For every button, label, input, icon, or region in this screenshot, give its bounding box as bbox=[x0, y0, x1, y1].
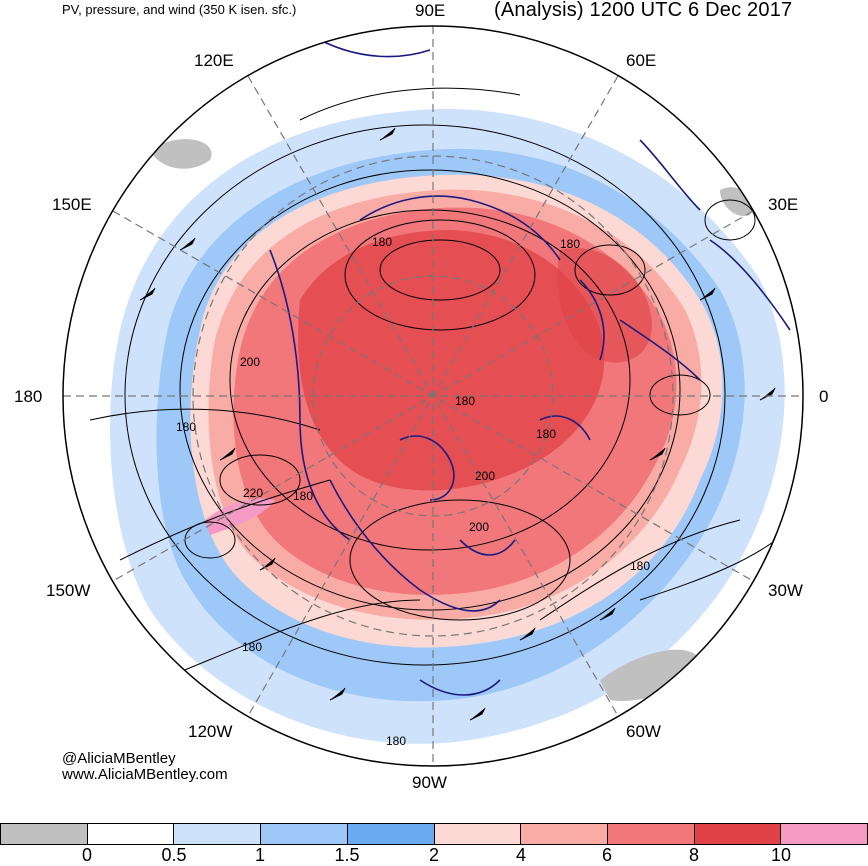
valid-time-title: (Analysis) 1200 UTC 6 Dec 2017 bbox=[494, 0, 793, 21]
contour-label: 180 bbox=[386, 734, 406, 748]
colorbar-segment bbox=[433, 823, 521, 845]
colorbar-segment bbox=[173, 823, 261, 845]
colorbar-segment bbox=[260, 823, 347, 845]
colorbar-segment bbox=[520, 823, 607, 845]
colorbar-segment bbox=[693, 823, 781, 845]
colorbar-segment bbox=[780, 823, 868, 845]
colorbar-label: 1.5 bbox=[334, 845, 360, 865]
colorbar-label: 8 bbox=[688, 845, 700, 865]
credit-website: www.AliciaMBentley.com bbox=[62, 766, 228, 783]
lon-label-30w: 30W bbox=[768, 581, 803, 600]
product-title: PV, pressure, and wind (350 K isen. sfc.… bbox=[62, 2, 297, 17]
colorbar bbox=[0, 823, 868, 845]
contour-labels: 180 180 200 180 220 180 180 200 180 180 … bbox=[176, 235, 650, 748]
lon-label-60e: 60E bbox=[626, 51, 657, 70]
credit-handle: @AliciaMBentley bbox=[62, 750, 176, 767]
lon-label-150e: 150E bbox=[52, 195, 92, 214]
lon-label-120w: 120W bbox=[188, 722, 233, 741]
contour-label: 180 bbox=[455, 394, 475, 408]
colorbar-segment bbox=[346, 823, 434, 845]
contour-label: 200 bbox=[240, 355, 260, 369]
graticule bbox=[63, 26, 803, 766]
contour-label: 180 bbox=[630, 559, 650, 573]
lon-label-150w: 150W bbox=[46, 581, 91, 600]
colorbar-label: 0 bbox=[81, 845, 93, 865]
colorbar-segment bbox=[86, 823, 174, 845]
pressure-contours bbox=[89, 87, 801, 681]
colorbar-label: 4 bbox=[515, 845, 527, 865]
contour-label: 180 bbox=[372, 235, 392, 249]
coastlines bbox=[269, 39, 791, 696]
contour-label: 200 bbox=[475, 469, 495, 483]
lon-label-180: 180 bbox=[14, 387, 43, 406]
lon-label-90w: 90W bbox=[412, 773, 447, 792]
colorbar-label: 10 bbox=[770, 845, 792, 865]
contour-label: 180 bbox=[560, 237, 580, 251]
contour-label: 180 bbox=[242, 640, 262, 654]
lon-label-120e: 120E bbox=[194, 51, 234, 70]
pv-field-gray-1 bbox=[600, 649, 700, 701]
pv-field-gray-2 bbox=[150, 139, 212, 169]
wind-barbs bbox=[139, 127, 776, 721]
contour-label: 180 bbox=[293, 489, 313, 503]
pv-field-magenta-streak bbox=[205, 498, 275, 535]
colorbar-label: 6 bbox=[601, 845, 613, 865]
contour-label: 180 bbox=[536, 427, 556, 441]
contour-label: 200 bbox=[469, 520, 489, 534]
lon-label-30e: 30E bbox=[768, 195, 799, 214]
contour-label: 220 bbox=[243, 486, 263, 500]
lon-label-0: 0 bbox=[819, 387, 829, 406]
lon-label-60w: 60W bbox=[626, 722, 661, 741]
colorbar-label: 0.5 bbox=[161, 845, 187, 865]
pv-map: 180 180 200 180 220 180 180 200 180 180 … bbox=[62, 25, 804, 767]
colorbar-segment bbox=[606, 823, 694, 845]
map-boundary bbox=[62, 25, 804, 767]
lon-label-90e: 90E bbox=[415, 1, 446, 20]
contour-label: 180 bbox=[176, 420, 196, 434]
colorbar-label: 2 bbox=[428, 845, 440, 865]
colorbar-label: 1 bbox=[254, 845, 266, 865]
pv-field-dark-red-2 bbox=[557, 248, 652, 363]
colorbar-segment bbox=[0, 823, 87, 845]
